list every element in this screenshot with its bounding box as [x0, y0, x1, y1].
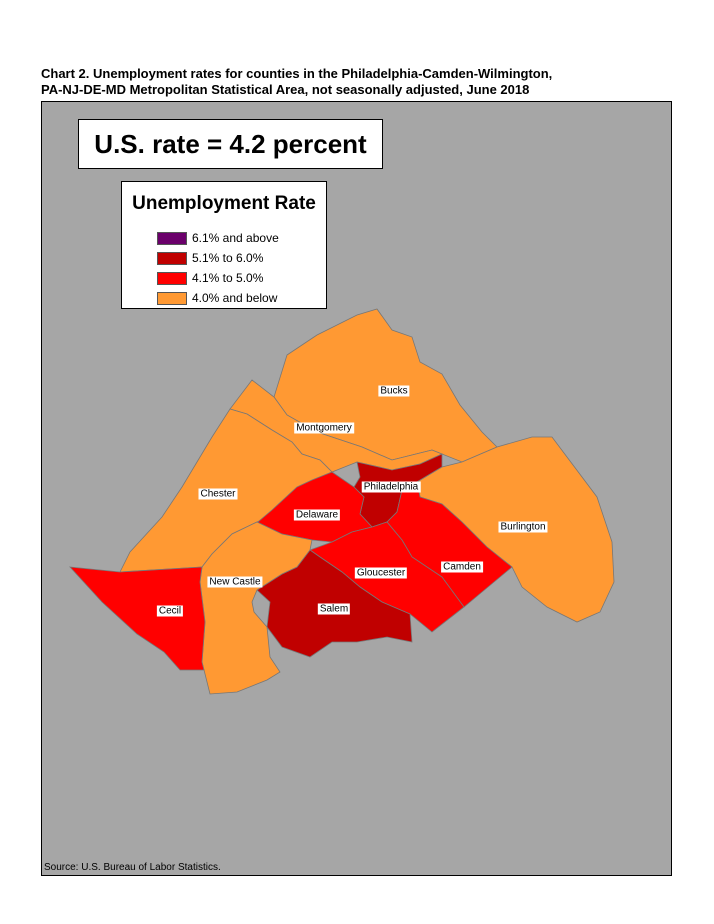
label-cecil: Cecil [156, 605, 184, 617]
chart-title: Chart 2. Unemployment rates for counties… [41, 66, 681, 98]
legend-item: 6.1% and above [157, 230, 279, 246]
chart-title-line-2: PA-NJ-DE-MD Metropolitan Statistical Are… [41, 82, 530, 97]
label-new-castle: New Castle [207, 576, 263, 588]
label-montgomery: Montgomery [294, 422, 354, 434]
legend-label: 6.1% and above [192, 231, 279, 245]
label-salem: Salem [317, 603, 351, 615]
county-cecil[interactable] [68, 566, 206, 671]
legend: Unemployment Rate 6.1% and above 5.1% to… [121, 181, 327, 309]
legend-item: 4.1% to 5.0% [157, 270, 263, 286]
legend-title: Unemployment Rate [132, 193, 316, 214]
label-gloucester: Gloucester [354, 567, 408, 579]
legend-item: 5.1% to 6.0% [157, 250, 263, 266]
us-rate-box: U.S. rate = 4.2 percent [78, 119, 383, 169]
label-philadelphia: Philadelphia [361, 481, 421, 493]
label-burlington: Burlington [498, 521, 548, 533]
legend-swatch [157, 231, 187, 245]
legend-label: 4.0% and below [192, 291, 278, 305]
legend-swatch [157, 251, 187, 265]
legend-label: 4.1% to 5.0% [192, 271, 264, 285]
county-map [68, 308, 615, 695]
legend-item: 4.0% and below [157, 290, 277, 306]
legend-swatch [157, 291, 187, 305]
label-delaware: Delaware [293, 509, 341, 521]
legend-label: 5.1% to 6.0% [192, 251, 264, 265]
label-chester: Chester [198, 488, 238, 500]
county-delaware[interactable] [251, 471, 373, 543]
label-bucks: Bucks [378, 385, 410, 397]
source-note: Source: U.S. Bureau of Labor Statistics. [44, 862, 221, 873]
legend-swatch [157, 271, 187, 285]
county-new-castle[interactable] [199, 521, 313, 695]
label-camden: Camden [441, 561, 483, 573]
map-frame: Bucks Montgomery Chester Philadelphia De… [41, 101, 672, 876]
chart-title-line-1: Chart 2. Unemployment rates for counties… [41, 66, 553, 81]
